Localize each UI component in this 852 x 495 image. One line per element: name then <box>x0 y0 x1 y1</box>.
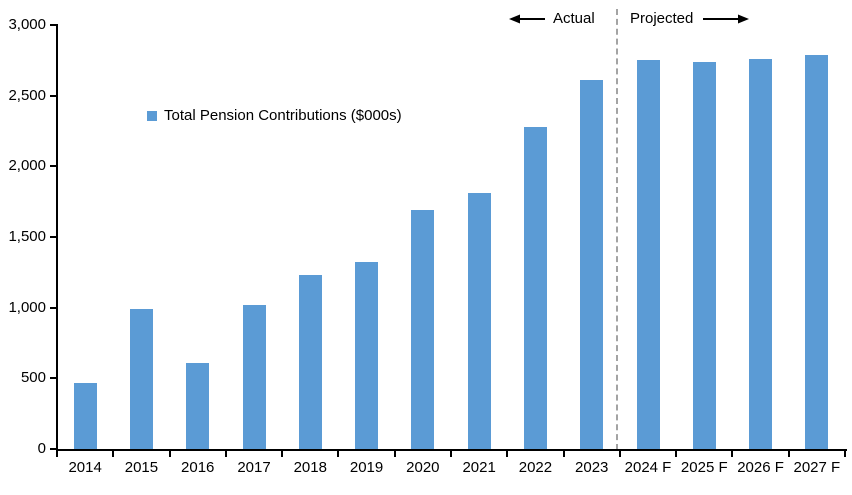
y-axis-tick-label: 2,500 <box>8 86 46 104</box>
x-axis-label-2023: 2023 <box>575 459 609 476</box>
x-axis-label-2024-f: 2024 F <box>624 459 672 476</box>
y-axis-tick <box>50 94 57 97</box>
y-axis-tick <box>50 306 57 309</box>
x-axis-tick <box>337 451 340 457</box>
x-axis-label-2027-f: 2027 F <box>793 459 841 476</box>
y-axis-tick-label: 0 <box>37 440 46 457</box>
x-axis-tick <box>450 451 452 457</box>
y-axis-tick-label: 2,000 <box>8 157 46 175</box>
x-axis-tick <box>112 451 115 457</box>
x-axis-label-2020: 2020 <box>406 459 440 476</box>
x-axis-tick <box>281 451 284 457</box>
bar-2024-f <box>636 60 660 449</box>
y-axis-tick <box>50 236 57 238</box>
y-axis-tick-label: 1,500 <box>8 228 46 245</box>
bar-2020 <box>411 210 435 449</box>
bar-2015 <box>129 309 153 449</box>
y-axis-tick-label: 1,000 <box>8 298 46 316</box>
x-axis-label-2022: 2022 <box>518 459 553 476</box>
x-axis-tick <box>56 451 58 457</box>
legend-color-swatch-icon <box>147 110 157 121</box>
x-axis-tick <box>844 451 846 457</box>
bar-2021 <box>467 193 491 449</box>
x-axis-tick <box>618 451 621 457</box>
legend: Total Pension Contributions ($000s) <box>147 107 402 124</box>
x-axis-label-2026-f: 2026 F <box>737 459 784 476</box>
x-axis-tick <box>168 451 171 457</box>
left-arrow-icon <box>509 14 545 24</box>
y-axis-line <box>56 24 58 451</box>
bar-2016 <box>186 362 210 449</box>
y-axis-tick <box>50 165 57 168</box>
x-axis-label-2016: 2016 <box>181 459 215 476</box>
bar-2027-f <box>805 54 829 449</box>
x-axis-tick <box>393 451 396 457</box>
bar-2018 <box>298 275 322 449</box>
x-axis-label-2018: 2018 <box>293 459 327 476</box>
x-axis-label-2014: 2014 <box>68 459 102 476</box>
bar-2025-f <box>692 61 716 449</box>
y-axis-tick-label: 500 <box>20 369 46 387</box>
bar-2026-f <box>749 58 773 449</box>
right-arrow-icon <box>703 14 749 24</box>
bar-2022 <box>523 126 547 449</box>
x-axis-line <box>56 449 847 451</box>
bar-2019 <box>355 262 379 449</box>
bar-2014 <box>73 382 97 449</box>
x-axis-tick <box>787 451 790 457</box>
y-axis-tick <box>50 24 57 26</box>
x-axis-tick <box>731 451 734 457</box>
projected-section-label: Projected <box>630 10 694 27</box>
x-axis-label-2015: 2015 <box>124 459 159 476</box>
bar-2017 <box>242 304 266 449</box>
x-axis-label-2025-f: 2025 F <box>680 459 728 476</box>
actual-projected-separator-line <box>616 9 618 450</box>
y-axis-tick <box>50 448 57 450</box>
legend-series-label: Total Pension Contributions ($000s) <box>164 107 402 124</box>
x-axis-tick <box>224 451 227 457</box>
x-axis-tick <box>675 451 678 457</box>
y-axis-tick <box>50 377 57 380</box>
x-axis-tick <box>506 451 509 457</box>
x-axis-label-2017: 2017 <box>237 459 271 476</box>
x-axis-label-2021: 2021 <box>462 459 496 476</box>
bar-2023 <box>580 80 604 449</box>
x-axis-tick <box>562 451 565 457</box>
y-axis-tick-label: 3,000 <box>8 16 46 33</box>
x-axis-label-2019: 2019 <box>349 459 384 476</box>
actual-section-label: Actual <box>553 10 595 27</box>
